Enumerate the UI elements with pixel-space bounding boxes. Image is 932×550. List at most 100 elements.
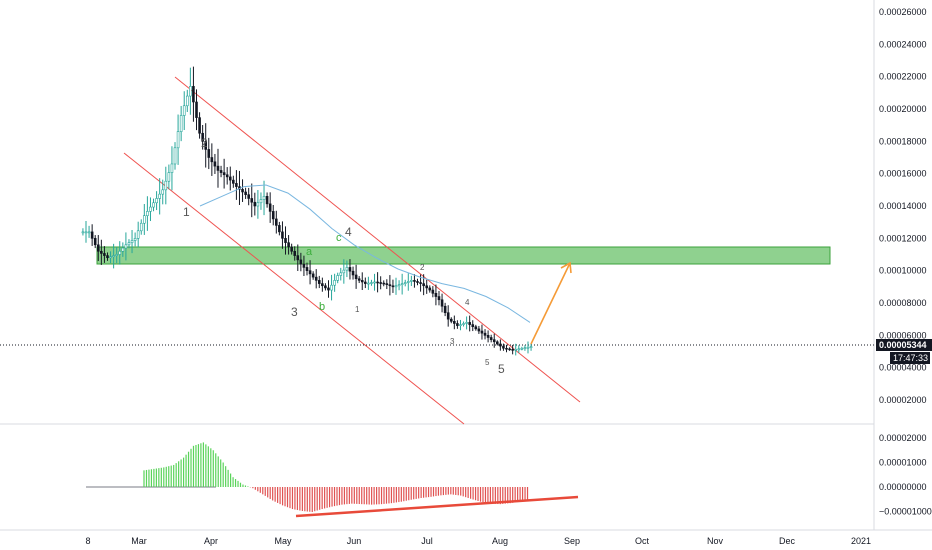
wave-label-c: c bbox=[336, 232, 342, 244]
candle-body bbox=[281, 231, 284, 239]
candle-body bbox=[204, 141, 208, 150]
candle-body bbox=[112, 255, 115, 257]
candle-body bbox=[410, 280, 413, 282]
candle-body bbox=[413, 280, 416, 282]
price-tick-label: 0.00010000 bbox=[879, 266, 927, 276]
time-tick-label: 2021 bbox=[851, 536, 871, 546]
candle-body bbox=[422, 283, 425, 287]
candle-body bbox=[345, 267, 349, 271]
candle-body bbox=[394, 285, 398, 288]
candle-body bbox=[480, 330, 484, 334]
channel-upper-line[interactable] bbox=[174, 76, 581, 403]
candle-body bbox=[265, 196, 269, 205]
candle-body bbox=[146, 211, 149, 216]
supply-demand-zone[interactable] bbox=[96, 246, 831, 265]
oscillator-tick-label: −0.00001000 bbox=[879, 507, 932, 517]
candle-body bbox=[130, 240, 134, 243]
candle-body bbox=[176, 131, 180, 149]
candle-body bbox=[195, 101, 198, 118]
candle-body bbox=[339, 272, 343, 276]
candle-body bbox=[290, 246, 293, 252]
candle-body bbox=[207, 149, 211, 158]
candle-body bbox=[259, 199, 263, 204]
candle-body bbox=[103, 253, 106, 256]
candle-body bbox=[244, 191, 247, 195]
price-candles bbox=[81, 66, 533, 356]
candle-body bbox=[158, 193, 161, 199]
wave-label-sub-3: 3 bbox=[450, 337, 455, 346]
candle-body bbox=[124, 244, 128, 249]
candle-body bbox=[198, 117, 201, 134]
candle-body bbox=[228, 176, 232, 181]
candle-body bbox=[502, 345, 505, 349]
projection-arrow[interactable] bbox=[530, 261, 572, 345]
moving-average-line[interactable] bbox=[199, 184, 531, 323]
candle-body bbox=[253, 201, 257, 207]
candle-body bbox=[499, 343, 502, 347]
current-price-label: 0.00005344 bbox=[879, 340, 927, 350]
candle-body bbox=[232, 179, 235, 184]
candle-body bbox=[287, 242, 290, 248]
candle-body bbox=[400, 283, 404, 285]
countdown-label: 17:47:33 bbox=[893, 353, 928, 363]
candle-body bbox=[382, 282, 386, 285]
price-axis-ticks: 0.00026000 0.00024000 0.00022000 0.00020000… bbox=[879, 7, 927, 405]
candle-body bbox=[106, 255, 109, 259]
candle-body bbox=[364, 281, 367, 284]
candle-body bbox=[219, 170, 223, 173]
candle-body bbox=[115, 254, 118, 256]
candle-body bbox=[155, 198, 158, 204]
wave-label-sub-4: 4 bbox=[465, 298, 470, 307]
price-tick-label: 0.00012000 bbox=[879, 233, 927, 243]
candle-body bbox=[284, 238, 287, 243]
candle-body bbox=[210, 157, 214, 163]
candle-body bbox=[385, 283, 389, 285]
candle-body bbox=[87, 231, 91, 234]
time-tick-label: Mar bbox=[131, 536, 147, 546]
time-tick-label: Oct bbox=[635, 536, 650, 546]
countdown-tag bbox=[890, 352, 930, 364]
candle-body bbox=[496, 341, 499, 345]
candle-body bbox=[152, 202, 155, 208]
wave-label-sub-2: 2 bbox=[420, 263, 425, 272]
candle-body bbox=[308, 270, 312, 275]
candle-body bbox=[514, 349, 518, 351]
candle-body bbox=[321, 283, 324, 287]
candle-body bbox=[477, 328, 481, 332]
candle-body bbox=[302, 263, 306, 268]
candle-body bbox=[391, 285, 395, 288]
candle-body bbox=[173, 147, 177, 165]
candle-body bbox=[376, 281, 379, 284]
time-tick-label: Aug bbox=[492, 536, 508, 546]
candle-body bbox=[182, 105, 186, 116]
candle-body bbox=[373, 281, 376, 284]
price-tick-label: 0.00020000 bbox=[879, 104, 927, 114]
candle-body bbox=[149, 206, 152, 212]
price-tick-label: 0.00022000 bbox=[879, 72, 927, 82]
candle-body bbox=[161, 189, 165, 195]
current-price-tag bbox=[876, 339, 932, 351]
candle-body bbox=[489, 337, 493, 340]
price-tick-label: 0.00016000 bbox=[879, 169, 927, 179]
price-tick-label: 0.00008000 bbox=[879, 298, 927, 308]
candle-body bbox=[348, 267, 352, 272]
channel-lower-line[interactable] bbox=[123, 152, 465, 425]
candle-body bbox=[118, 250, 122, 255]
candle-body bbox=[357, 278, 361, 281]
candle-body bbox=[250, 198, 254, 203]
oscillator-axis-ticks: 0.00002000 0.00001000 0.00000000 −0.0000100… bbox=[879, 433, 932, 517]
candle-body bbox=[379, 282, 382, 284]
candle-body bbox=[468, 322, 471, 325]
candle-body bbox=[256, 202, 260, 207]
wave-label-main-1: 1 bbox=[183, 205, 190, 219]
candle-body bbox=[428, 287, 432, 291]
oscillator-trendline[interactable] bbox=[295, 495, 579, 518]
candle-body bbox=[213, 161, 217, 167]
wave-label-sub-5: 5 bbox=[485, 358, 490, 367]
oscillator-histogram bbox=[143, 442, 529, 512]
candle-body bbox=[241, 188, 244, 193]
candle-body bbox=[526, 346, 530, 349]
candle-body bbox=[262, 196, 266, 200]
candle-body bbox=[275, 218, 278, 226]
oscillator-tick-label: 0.00002000 bbox=[879, 433, 927, 443]
